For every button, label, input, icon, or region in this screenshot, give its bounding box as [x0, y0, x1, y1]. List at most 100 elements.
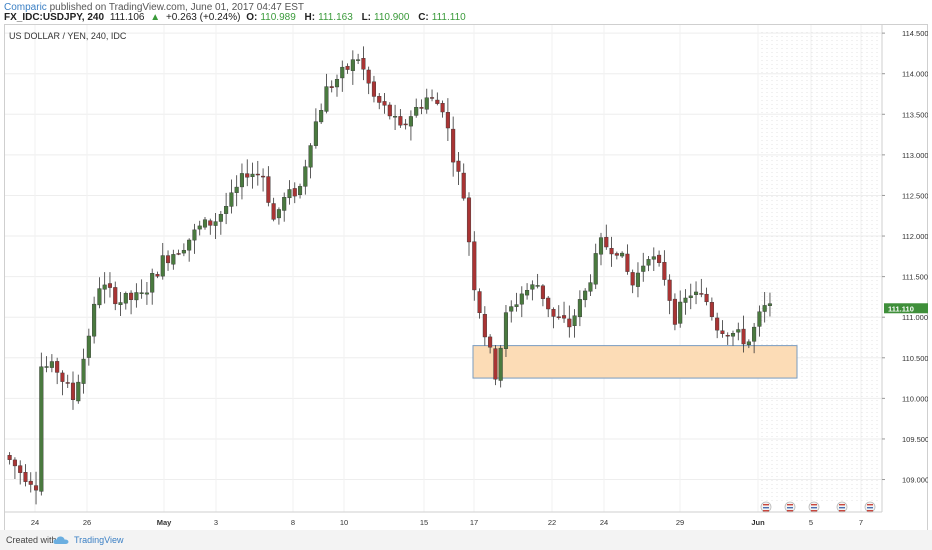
candle-down: [7, 452, 12, 465]
economic-events[interactable]: [760, 501, 876, 513]
candle-down: [466, 192, 472, 256]
cloud-icon: [53, 536, 69, 544]
candle-body: [572, 315, 577, 326]
candle-up: [313, 108, 318, 149]
candle-body: [577, 299, 582, 318]
x-tick-label: 26: [83, 518, 91, 527]
open-value: 110.989: [260, 12, 296, 23]
close-value: 111.110: [431, 12, 466, 23]
candle-up: [308, 143, 313, 179]
candle-body: [245, 173, 250, 178]
candle-up: [393, 104, 398, 131]
flag-icon[interactable]: [784, 501, 796, 513]
author-link[interactable]: Comparic: [4, 2, 47, 13]
support-zone[interactable]: [472, 345, 798, 379]
candle-down: [271, 197, 276, 222]
candle-body: [28, 480, 33, 485]
candle-body: [86, 335, 91, 358]
candle-body: [477, 291, 482, 314]
candle-down: [720, 320, 725, 338]
candle-up: [424, 88, 429, 114]
candle-down: [155, 271, 160, 279]
candle-up: [213, 212, 218, 239]
candle-down: [70, 371, 76, 410]
candle-down: [255, 160, 260, 186]
candle-down: [699, 278, 704, 298]
candle-down: [65, 374, 70, 388]
candle-down: [556, 305, 561, 320]
y-tick-label: 111.500: [902, 273, 928, 282]
candle-up: [535, 273, 540, 289]
candle-down: [329, 80, 334, 93]
candle-up: [324, 73, 329, 114]
candle-up: [39, 352, 44, 496]
candle-down: [546, 295, 551, 318]
candle-up: [250, 162, 255, 189]
candle-up: [646, 256, 651, 272]
candle-down: [18, 460, 23, 485]
candle-up: [97, 277, 102, 309]
flag-icon[interactable]: [836, 501, 848, 513]
support-zone-rect[interactable]: [472, 345, 798, 379]
candle-body: [97, 288, 102, 306]
candle-body: [345, 65, 350, 70]
candle-body: [667, 279, 672, 301]
flag-icon[interactable]: [760, 501, 772, 513]
candle-up: [530, 280, 535, 301]
candle-down: [540, 284, 545, 307]
chart-area[interactable]: 109.000 109.500 110.000 110.500 111.000 111.5…: [4, 24, 928, 532]
candle-down: [493, 345, 498, 386]
candle-up: [160, 242, 165, 280]
x-tick-label: May: [157, 518, 172, 527]
candle-down: [614, 251, 619, 260]
candle-down: [435, 92, 440, 106]
chart-title: US DOLLAR / YEN, 240, IDC: [9, 31, 127, 41]
candle-up: [356, 53, 361, 65]
x-tick-label: 17: [470, 518, 478, 527]
candle-body: [641, 265, 646, 272]
candle-body: [107, 283, 113, 288]
candle-body: [604, 236, 609, 248]
candle-body: [239, 173, 244, 188]
candle-down: [34, 471, 39, 505]
candle-down: [107, 272, 113, 298]
candle-body: [725, 334, 730, 337]
high-label: H:: [304, 12, 316, 23]
flag-icon[interactable]: [808, 501, 820, 513]
candle-body: [377, 96, 382, 103]
candle-body: [55, 361, 60, 373]
candle-body: [630, 272, 635, 286]
candle-body: [371, 81, 376, 97]
price-chart[interactable]: 109.000 109.500 110.000 110.500 111.000 111.5…: [4, 24, 928, 532]
candle-body: [334, 79, 340, 88]
flag-icon[interactable]: [864, 501, 876, 513]
candle-body: [202, 219, 208, 228]
candle-body: [398, 116, 403, 126]
candle-body: [176, 253, 181, 255]
candle-body: [7, 455, 12, 460]
candle-down: [371, 75, 376, 103]
candle-body: [287, 189, 292, 199]
x-tick-label: 29: [676, 518, 684, 527]
candle-up: [519, 286, 524, 318]
candle-body: [229, 192, 234, 207]
x-tick-label: 10: [340, 518, 348, 527]
candle-up: [641, 252, 646, 282]
candle-down: [667, 274, 672, 315]
candle-body: [709, 302, 714, 317]
candle-up: [282, 192, 287, 222]
candle-body: [408, 116, 413, 127]
candle-body: [403, 123, 408, 126]
candle-down: [456, 151, 461, 185]
candle-up: [197, 220, 202, 236]
x-tick-label: 8: [291, 518, 295, 527]
candle-up: [287, 180, 292, 205]
candle-body: [382, 101, 387, 106]
x-tick-label: 15: [420, 518, 428, 527]
candle-body: [757, 311, 762, 327]
candle-down: [245, 159, 250, 187]
x-axis[interactable]: 24 26 May 3 8 10 15 17 22 24 29 Jun 5 7: [5, 511, 882, 527]
candle-down: [482, 306, 487, 346]
tradingview-brand[interactable]: TradingView: [74, 535, 124, 545]
y-axis[interactable]: 109.000 109.500 110.000 110.500 111.000 111.5…: [881, 25, 928, 512]
